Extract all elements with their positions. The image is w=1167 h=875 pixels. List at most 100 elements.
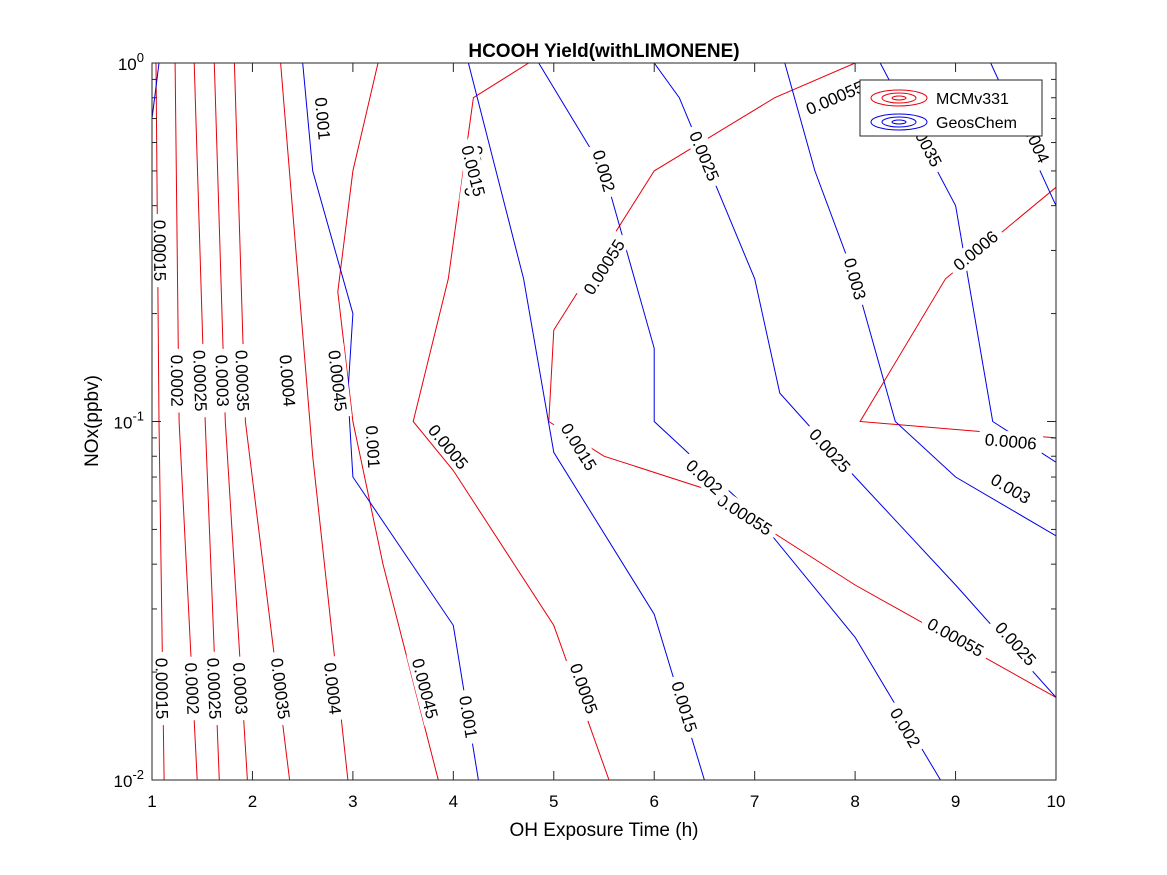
contour-label-text: 0.001 (311, 96, 334, 140)
contour-label-bg (275, 348, 301, 414)
mcm-contour-label-2-0: 0.00025 (189, 343, 212, 418)
mcm-contour-label-0-1: 0.00015 (151, 651, 173, 726)
legend-contour-icon-core (891, 95, 907, 101)
contour-label-bg (918, 610, 993, 664)
contour-label-bg (682, 122, 726, 190)
contour-label-text: 0.001 (362, 425, 383, 469)
contour-label-bg (228, 656, 253, 721)
chart-title: HCOOH Yield(withLIMONENE) (468, 41, 739, 62)
legend-contour-icon (870, 113, 928, 131)
contour-label-bg (797, 73, 873, 122)
geoschem-contour-label-1-0: 0.001 (361, 419, 385, 475)
y-tick-labels: 10-2 10-1 100 (114, 50, 144, 791)
contour-label-bg (944, 222, 1007, 279)
contour-label-bg (455, 137, 491, 205)
contour-label-text: 0.0002 (181, 662, 203, 715)
contour-label-bg (180, 656, 204, 721)
contour-label-bg (575, 230, 633, 304)
contour-label-text: 0.0002 (167, 355, 187, 407)
legend-entry-mcmv331: MCMv331 (870, 89, 1009, 108)
contour-label-bg (882, 699, 928, 756)
plot-frame (151, 62, 1057, 781)
contour-label-text: 0.0006 (984, 430, 1037, 453)
x-tick-label: 8 (850, 792, 859, 811)
x-tick-labels: 1 2 3 4 5 6 7 8 9 10 (147, 792, 1065, 811)
mcm-contour-label-1-0: 0.0002 (166, 348, 188, 413)
x-axis-label: OH Exposure Time (h) (510, 820, 699, 841)
contour-label-bg (587, 142, 621, 200)
contour-label-bg (149, 213, 171, 288)
geoschem-contour-label-1-2: 0.001 (310, 90, 336, 147)
contour-label-bg (677, 451, 732, 503)
contour-label-text: 0.00015 (150, 220, 170, 282)
contour-label-bg (563, 655, 605, 722)
contour-label-bg (665, 673, 704, 741)
contour-label-bg (708, 486, 781, 543)
contour-label-bg (361, 419, 385, 475)
mcm-contour-label-1-1: 0.0002 (180, 656, 204, 721)
y-tick-label: 10-1 (114, 409, 144, 433)
y-axis-label: NOx(ppbv) (82, 375, 103, 467)
mcm-contour-label-3-0: 0.0003 (211, 348, 234, 413)
contour-label-bg (982, 466, 1040, 511)
contour-label-text: 0.0004 (276, 354, 299, 407)
geoschem-contour-line-5 (784, 63, 1056, 537)
contour-label-bg (310, 90, 336, 147)
x-tick-label: 5 (549, 792, 558, 811)
contour-label-bg (406, 650, 444, 727)
axis-ticks (151, 62, 1057, 781)
mcm-contour-line-7 (412, 63, 610, 780)
contour-label-bg (454, 688, 483, 746)
mcm-contour-label-9-0: 0.0006 (978, 428, 1044, 455)
contour-label-bg (801, 420, 859, 481)
legend-contour-icon-core (891, 119, 907, 125)
mcm-contour-label-5-0: 0.0004 (275, 348, 301, 414)
legend-contour-icon-inner (881, 116, 917, 128)
mcm-contour-label-4-0: 0.00035 (231, 343, 254, 418)
mcm-contour-line-6 (337, 63, 439, 780)
x-tick-label: 1 (147, 792, 156, 811)
x-tick-label: 10 (1047, 792, 1066, 811)
contour-label-text: 0.0003 (211, 354, 232, 407)
contour-label-bg (323, 343, 352, 419)
contour-label-bg (987, 613, 1045, 675)
contour-label-text: 0.00035 (231, 350, 252, 412)
contour-label-bg (978, 428, 1044, 455)
contour-label-bg (202, 651, 226, 726)
contour-label-bg (211, 348, 234, 413)
x-tick-label: 2 (248, 792, 257, 811)
contour-label-text: 0.0003 (229, 662, 251, 715)
geoschem-contour-line-0 (152, 63, 160, 119)
contour-label-bg (838, 250, 873, 308)
y-tick-label: 100 (118, 50, 144, 74)
contour-label-bg (420, 415, 477, 478)
geoschem-contour-line-4 (653, 63, 1056, 698)
x-tick-label: 7 (750, 792, 759, 811)
mcm-contour-label-0-0: 0.00015 (149, 213, 171, 288)
legend-label: GeosChem (936, 115, 1017, 132)
contour-label-bg (151, 651, 173, 726)
y-tick-label: 10-2 (114, 767, 144, 791)
contour-label-bg (319, 655, 347, 722)
mcm-contour-label-2-1: 0.00025 (202, 651, 226, 726)
contour-label-bg (231, 343, 254, 418)
contour-label-bg (266, 650, 295, 727)
contour-label-bg (189, 343, 212, 418)
x-tick-label: 3 (348, 792, 357, 811)
x-tick-label: 4 (449, 792, 458, 811)
legend-contour-icon (870, 89, 928, 107)
contour-label-text: 0.00025 (189, 350, 210, 412)
contour-label-text: 0.00015 (152, 658, 172, 720)
contour-label-text: 0.00025 (203, 657, 224, 719)
x-tick-label: 9 (951, 792, 960, 811)
legend-label: MCMv331 (936, 91, 1009, 108)
contour-label-bg (166, 348, 188, 413)
contour-label-bg (553, 414, 605, 480)
geoschem-contour-line-2 (467, 63, 705, 780)
legend-entry-geoschem: GeosChem (870, 113, 1017, 132)
legend: MCMv331 GeosChem (859, 79, 1043, 137)
x-tick-label: 6 (649, 792, 658, 811)
mcm-contour-label-3-1: 0.0003 (228, 656, 253, 721)
legend-contour-icon-inner (881, 92, 917, 104)
